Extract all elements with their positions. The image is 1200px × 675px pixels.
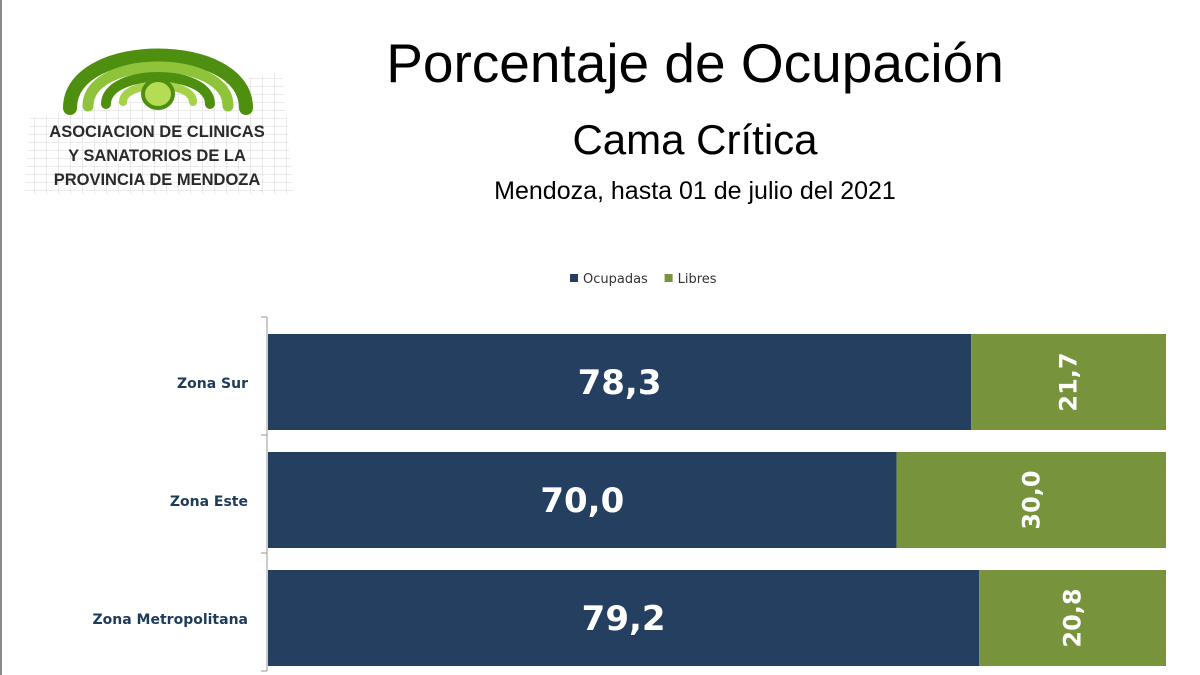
category-label-zona-sur: Zona Sur	[177, 376, 248, 392]
legend-swatch-ocupadas	[570, 274, 578, 282]
page-subtitle: Cama Crítica	[572, 116, 818, 163]
category-label-zona-metropolitana: Zona Metropolitana	[93, 612, 249, 628]
legend-label-ocupadas: Ocupadas	[583, 272, 648, 287]
logo-line-1: ASOCIACION DE CLINICAS	[49, 123, 265, 141]
stacked-bar-chart: Ocupadas Libres Zona Sur 78,3 21,7 Zona Este 7…	[93, 272, 1166, 672]
category-label-zona-este: Zona Este	[170, 494, 248, 510]
page-left-border	[0, 0, 2, 675]
bar-ocupadas-zona-metropolitana	[268, 570, 980, 666]
legend-swatch-libres	[664, 274, 673, 282]
data-label-ocupadas-zona-metropolitana: 79,2	[582, 599, 666, 639]
data-label-libres-zona-este: 30,0	[1017, 470, 1045, 529]
data-label-ocupadas-zona-este: 70,0	[540, 481, 624, 521]
association-logo: ASOCIACION DE CLINICAS Y SANATORIOS DE L…	[22, 22, 294, 204]
legend-label-libres: Libres	[678, 272, 717, 287]
logo-text: ASOCIACION DE CLINICAS Y SANATORIOS DE L…	[22, 120, 292, 192]
logo-line-3: PROVINCIA DE MENDOZA	[53, 171, 261, 189]
page-title: Porcentaje de Ocupación	[386, 32, 1004, 94]
bar-libres-zona-metropolitana	[979, 570, 1166, 666]
data-label-ocupadas-zona-sur: 78,3	[578, 363, 662, 403]
logo-graphic	[24, 48, 294, 194]
logo-line-2: Y SANATORIOS DE LA	[68, 147, 246, 165]
data-label-libres-zona-sur: 21,7	[1055, 352, 1083, 411]
date-caption: Mendoza, hasta 01 de julio del 2021	[494, 177, 896, 205]
bar-ocupadas-zona-sur	[268, 334, 972, 430]
bar-libres-zona-este	[896, 452, 1166, 548]
bar-libres-zona-sur	[971, 334, 1166, 430]
data-label-libres-zona-metropolitana: 20,8	[1059, 588, 1087, 647]
bar-ocupadas-zona-este	[268, 452, 897, 548]
